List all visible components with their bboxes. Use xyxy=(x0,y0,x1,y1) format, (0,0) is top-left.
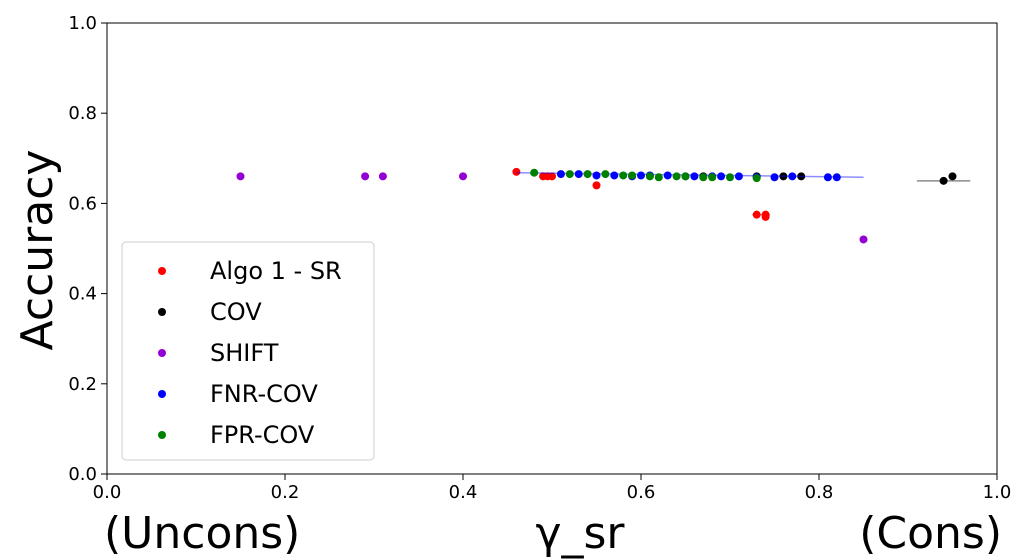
data-point xyxy=(628,171,637,180)
legend-label: FNR-COV xyxy=(210,380,318,408)
data-point xyxy=(663,171,672,180)
data-point xyxy=(645,172,654,181)
data-point xyxy=(939,176,948,185)
data-point xyxy=(708,173,717,182)
data-point xyxy=(672,172,681,181)
data-point xyxy=(637,171,645,180)
y-tick-label: 0.6 xyxy=(68,193,97,214)
series-fpr-cov xyxy=(530,168,761,183)
y-tick-label: 0.4 xyxy=(68,284,97,305)
data-point xyxy=(779,172,788,181)
data-point xyxy=(592,181,601,190)
plot-marks xyxy=(236,167,971,244)
x-tick-label: 1.0 xyxy=(983,482,1012,503)
series-algo-1-sr xyxy=(512,167,771,221)
data-point xyxy=(556,170,565,179)
data-point xyxy=(681,172,690,181)
legend: Algo 1 - SR COV SHIFT FNR-COV FPR-COV xyxy=(121,241,375,461)
x-axis-label-right: (Cons) xyxy=(859,508,1002,559)
data-point xyxy=(788,172,797,181)
y-tick-label: 0.2 xyxy=(68,374,97,395)
y-axis-label: Accuracy xyxy=(12,150,63,351)
data-point xyxy=(236,172,245,181)
data-point xyxy=(859,235,868,244)
x-axis-label-left: (Uncons) xyxy=(104,508,300,559)
data-point xyxy=(823,173,832,182)
data-point xyxy=(797,172,806,181)
legend-marker xyxy=(158,349,166,357)
x-axis-ticks: 0.0 0.2 0.4 0.6 0.8 1.0 xyxy=(93,474,1012,503)
series-shift xyxy=(236,172,868,244)
data-point xyxy=(619,171,628,180)
legend-label: FPR-COV xyxy=(210,421,315,449)
data-point xyxy=(770,173,779,182)
legend-marker xyxy=(158,431,166,439)
y-tick-label: 0.0 xyxy=(68,464,97,485)
x-tick-label: 0.4 xyxy=(449,482,478,503)
error-bar xyxy=(516,171,864,178)
legend-marker xyxy=(158,390,166,398)
data-point xyxy=(761,212,770,221)
data-point xyxy=(512,167,521,176)
data-point xyxy=(948,172,957,181)
x-tick-label: 0.6 xyxy=(627,482,656,503)
x-tick-label: 0.0 xyxy=(93,482,122,503)
legend-marker xyxy=(158,267,166,275)
data-point xyxy=(610,171,619,180)
data-point xyxy=(378,172,387,181)
data-point xyxy=(690,172,699,181)
data-point xyxy=(601,170,610,179)
data-point xyxy=(548,172,556,181)
x-tick-label: 0.8 xyxy=(805,482,834,503)
data-point xyxy=(361,172,370,181)
data-point xyxy=(565,170,574,179)
data-point xyxy=(583,170,592,179)
data-point xyxy=(726,173,734,182)
legend-label: SHIFT xyxy=(210,339,279,367)
data-point xyxy=(699,173,708,182)
legend-label: Algo 1 - SR xyxy=(210,257,342,285)
data-point xyxy=(530,168,539,177)
data-point xyxy=(832,173,841,182)
y-tick-label: 1.0 xyxy=(68,13,97,34)
data-point xyxy=(734,172,743,181)
data-point xyxy=(752,174,761,183)
axes-frame xyxy=(106,22,998,475)
x-tick-label: 0.2 xyxy=(271,482,300,503)
y-axis-ticks: 0.0 0.2 0.4 0.6 0.8 1.0 xyxy=(68,13,107,485)
data-point xyxy=(592,171,601,180)
data-point xyxy=(752,210,761,219)
legend-marker xyxy=(158,308,166,316)
data-point xyxy=(654,173,663,182)
data-point xyxy=(717,172,726,181)
data-point xyxy=(459,172,467,181)
y-tick-label: 0.8 xyxy=(68,103,97,124)
data-point xyxy=(574,170,583,179)
x-axis-label-center: γ_sr xyxy=(535,508,625,559)
legend-label: COV xyxy=(210,298,262,326)
legend-box xyxy=(121,241,375,461)
